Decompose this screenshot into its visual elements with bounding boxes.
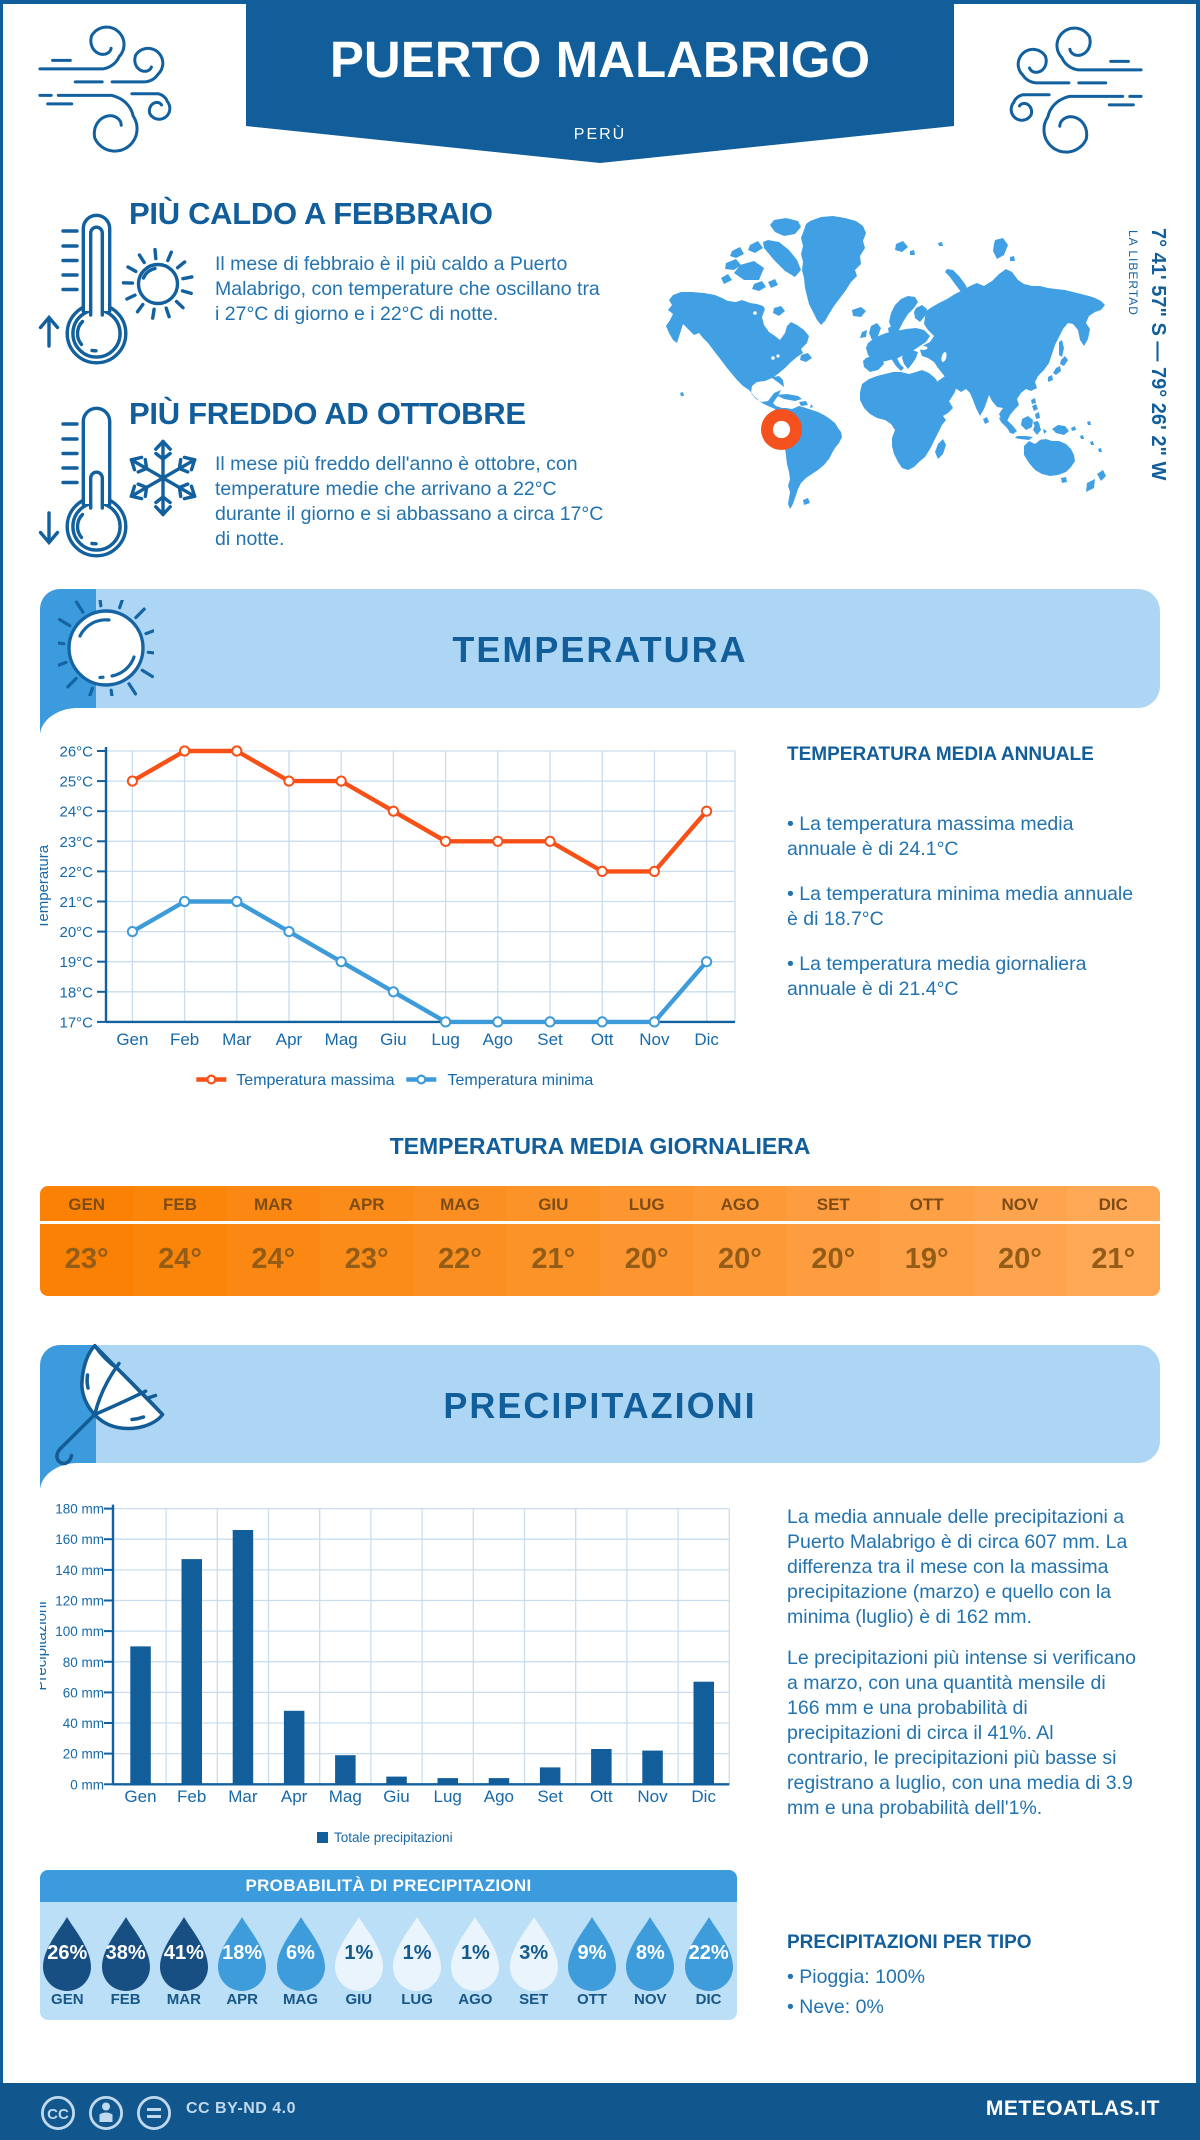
svg-text:Ott: Ott xyxy=(591,1030,614,1049)
svg-text:20°C: 20°C xyxy=(59,924,93,941)
svg-text:Feb: Feb xyxy=(170,1030,199,1049)
svg-text:Ago: Ago xyxy=(484,1787,514,1806)
svg-text:180 mm: 180 mm xyxy=(55,1502,104,1517)
svg-text:CC: CC xyxy=(47,2106,69,2123)
svg-text:18°C: 18°C xyxy=(59,984,93,1001)
svg-text:Precipitazioni: Precipitazioni xyxy=(40,1601,50,1690)
svg-text:Gen: Gen xyxy=(116,1030,148,1049)
svg-text:160 mm: 160 mm xyxy=(55,1532,104,1547)
svg-text:24°C: 24°C xyxy=(59,804,93,821)
svg-text:Ott: Ott xyxy=(590,1787,613,1806)
svg-text:Set: Set xyxy=(537,1030,563,1049)
svg-text:19°C: 19°C xyxy=(59,954,93,971)
svg-text:Giu: Giu xyxy=(380,1030,406,1049)
svg-text:Temperatura: Temperatura xyxy=(40,844,52,929)
svg-text:Mag: Mag xyxy=(329,1787,362,1806)
svg-text:Dic: Dic xyxy=(694,1030,719,1049)
svg-text:25°C: 25°C xyxy=(59,774,93,791)
svg-text:Lug: Lug xyxy=(431,1030,459,1049)
svg-text:Temperatura minima: Temperatura minima xyxy=(448,1072,594,1089)
svg-text:21°C: 21°C xyxy=(59,894,93,911)
svg-text:Set: Set xyxy=(537,1787,563,1806)
svg-text:100 mm: 100 mm xyxy=(55,1624,104,1639)
svg-text:Lug: Lug xyxy=(434,1787,462,1806)
svg-text:60 mm: 60 mm xyxy=(63,1685,104,1700)
svg-text:Mag: Mag xyxy=(325,1030,358,1049)
svg-text:80 mm: 80 mm xyxy=(63,1655,104,1670)
svg-text:Gen: Gen xyxy=(124,1787,156,1806)
svg-text:0 mm: 0 mm xyxy=(70,1777,104,1792)
svg-text:Apr: Apr xyxy=(281,1787,308,1806)
svg-text:Apr: Apr xyxy=(276,1030,303,1049)
svg-text:Mar: Mar xyxy=(228,1787,258,1806)
svg-text:23°C: 23°C xyxy=(59,834,93,851)
svg-text:Giu: Giu xyxy=(383,1787,409,1806)
svg-text:Nov: Nov xyxy=(637,1787,668,1806)
svg-text:Mar: Mar xyxy=(222,1030,252,1049)
svg-text:Totale precipitazioni: Totale precipitazioni xyxy=(334,1830,453,1845)
svg-text:26°C: 26°C xyxy=(59,744,93,761)
svg-text:Nov: Nov xyxy=(639,1030,670,1049)
svg-text:Temperatura massima: Temperatura massima xyxy=(236,1072,394,1089)
svg-text:Dic: Dic xyxy=(691,1787,716,1806)
svg-text:20 mm: 20 mm xyxy=(63,1747,104,1762)
svg-text:17°C: 17°C xyxy=(59,1014,93,1031)
svg-text:Feb: Feb xyxy=(177,1787,206,1806)
svg-text:22°C: 22°C xyxy=(59,864,93,881)
svg-text:140 mm: 140 mm xyxy=(55,1563,104,1578)
svg-text:Ago: Ago xyxy=(483,1030,513,1049)
svg-text:40 mm: 40 mm xyxy=(63,1716,104,1731)
svg-text:120 mm: 120 mm xyxy=(55,1594,104,1609)
